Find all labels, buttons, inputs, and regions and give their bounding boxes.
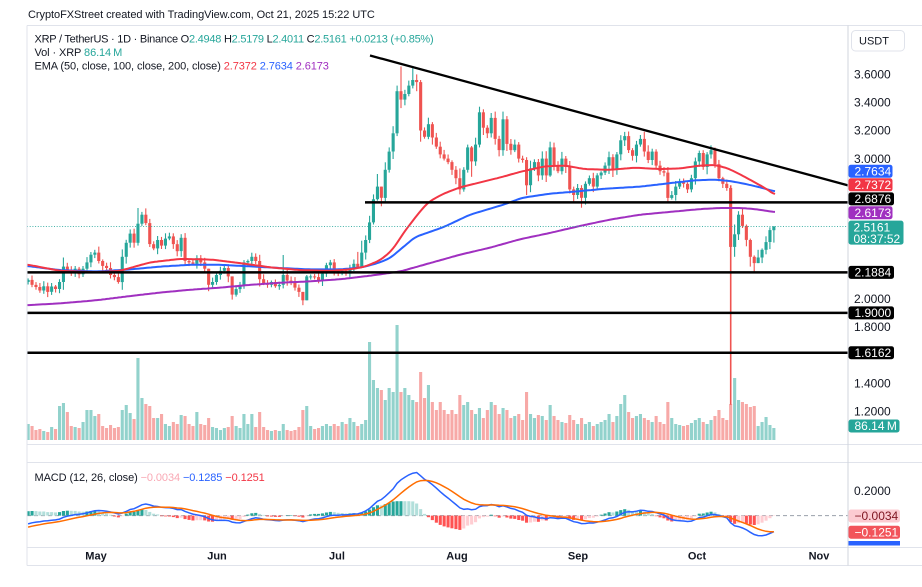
svg-text:08:37:52: 08:37:52 [854,232,901,246]
svg-text:3.2000: 3.2000 [854,124,891,138]
svg-text:Aug: Aug [446,551,467,563]
svg-text:CryptoFXStreet created with Tr: CryptoFXStreet created with TradingView.… [28,9,375,21]
svg-text:XRP / TetherUS · 1D · Binance: XRP / TetherUS · 1D · Binance O2.4948 H2… [35,34,434,46]
svg-text:2.0000: 2.0000 [854,292,891,306]
svg-text:1.2000: 1.2000 [854,404,891,418]
svg-text:1.9000: 1.9000 [855,306,892,320]
svg-text:2.7372: 2.7372 [855,178,892,192]
svg-text:86.14 M: 86.14 M [855,419,897,433]
svg-text:2.6173: 2.6173 [855,206,892,220]
svg-text:2.7634: 2.7634 [855,164,892,178]
svg-text:Sep: Sep [568,551,588,563]
svg-text:USDT: USDT [859,35,889,47]
svg-text:Nov: Nov [809,551,831,563]
svg-text:Vol · XRP 86.14 M: Vol · XRP 86.14 M [35,47,123,59]
svg-text:2.1884: 2.1884 [855,266,892,280]
svg-text:3.6000: 3.6000 [854,68,891,82]
svg-text:−0.1251: −0.1251 [855,525,899,539]
svg-text:MACD (12, 26, close) −0.0034 −: MACD (12, 26, close) −0.0034 −0.1285 −0.… [35,472,265,484]
svg-text:0.2000: 0.2000 [854,484,891,498]
svg-text:1.6162: 1.6162 [855,346,892,360]
svg-text:−0.0034: −0.0034 [855,509,899,523]
svg-text:Jun: Jun [207,551,227,563]
svg-text:1.4000: 1.4000 [854,376,891,390]
svg-text:2.6876: 2.6876 [855,192,892,206]
svg-text:1.8000: 1.8000 [854,320,891,334]
svg-text:Oct: Oct [688,551,707,563]
svg-text:EMA (50, close, 100, close, 20: EMA (50, close, 100, close, 200, close) … [35,61,329,73]
svg-text:May: May [85,551,107,563]
svg-text:3.4000: 3.4000 [854,96,891,110]
svg-text:Jul: Jul [329,551,345,563]
